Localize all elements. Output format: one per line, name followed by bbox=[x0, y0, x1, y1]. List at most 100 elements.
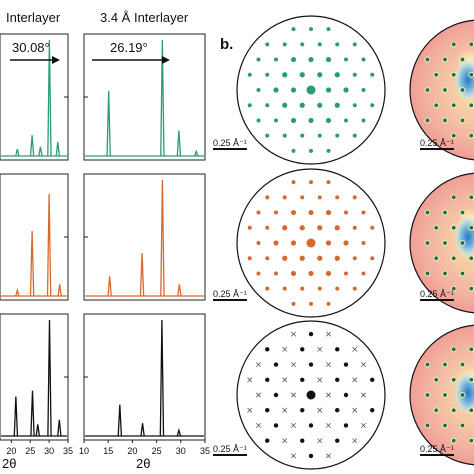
spot bbox=[317, 255, 323, 261]
spot bbox=[352, 286, 357, 291]
heatmap-spot bbox=[442, 270, 448, 277]
spot bbox=[352, 256, 357, 261]
spot bbox=[273, 423, 279, 428]
spot bbox=[256, 118, 261, 123]
spot bbox=[325, 270, 332, 277]
heatmap-spot bbox=[442, 117, 448, 124]
spot bbox=[273, 87, 279, 93]
heatmap-spot bbox=[468, 255, 474, 262]
left-column-header: Interlayer bbox=[6, 10, 61, 25]
spot bbox=[361, 57, 366, 62]
heatmap-spot bbox=[424, 56, 431, 63]
cross-spot bbox=[291, 392, 296, 398]
x-tick-label-4-0: 20 bbox=[6, 446, 16, 456]
spot bbox=[370, 256, 375, 261]
spot bbox=[370, 103, 375, 108]
cross-spot bbox=[326, 392, 331, 398]
heatmap-spot bbox=[424, 240, 431, 246]
spot bbox=[291, 148, 296, 153]
spot bbox=[344, 57, 348, 62]
cross-spot bbox=[291, 453, 296, 459]
center-spot bbox=[306, 85, 316, 95]
cross-spot bbox=[282, 377, 288, 383]
spot bbox=[335, 377, 340, 382]
spot bbox=[326, 148, 331, 153]
cross-spot bbox=[247, 407, 253, 413]
cross-spot bbox=[256, 362, 261, 368]
cross-spot bbox=[291, 331, 296, 337]
x-tick-label-4-1: 25 bbox=[25, 446, 35, 456]
spot bbox=[309, 301, 313, 306]
spot bbox=[308, 331, 314, 337]
frame-edge-ticks bbox=[64, 96, 88, 378]
spot bbox=[335, 133, 340, 138]
peak-3 bbox=[15, 287, 20, 297]
spot bbox=[300, 347, 305, 352]
spectrum-middle-column-row-2 bbox=[85, 179, 204, 297]
scale-bar-label-1-right: 0.25 Å⁻¹ bbox=[420, 138, 454, 148]
heatmap-spot bbox=[424, 422, 431, 429]
peak-3 bbox=[38, 146, 43, 157]
peak-1 bbox=[117, 404, 123, 437]
spot bbox=[282, 72, 288, 78]
cross-spot bbox=[282, 346, 288, 352]
spot bbox=[352, 42, 357, 47]
peak-4 bbox=[15, 148, 20, 157]
spot bbox=[265, 42, 270, 47]
heatmap-spot bbox=[459, 87, 466, 93]
spot bbox=[335, 347, 340, 352]
heatmap-spot bbox=[468, 346, 474, 353]
plot-frames bbox=[0, 33, 206, 441]
peak-1 bbox=[106, 91, 111, 157]
heatmap-spot bbox=[450, 346, 457, 353]
heatmap-spot bbox=[468, 407, 474, 414]
diffraction-pattern-2 bbox=[236, 168, 386, 318]
x-tick-label-5-3: 25 bbox=[152, 446, 162, 456]
spot bbox=[300, 377, 305, 382]
spectrum-left-column-row-3 bbox=[1, 319, 67, 437]
peak-1 bbox=[29, 231, 35, 297]
scale-bar-label-3-right: 0.25 Å⁻¹ bbox=[420, 444, 454, 454]
heatmap-spot bbox=[433, 255, 440, 262]
heatmap-spot bbox=[424, 209, 431, 216]
spot bbox=[265, 438, 270, 443]
spot bbox=[265, 133, 270, 138]
spot bbox=[265, 347, 270, 352]
spot bbox=[343, 87, 349, 93]
heatmap-spot bbox=[442, 240, 448, 246]
x-tick-label-5-5: 35 bbox=[200, 446, 210, 456]
x-tick-label-5-1: 15 bbox=[103, 446, 113, 456]
heatmap-spot bbox=[442, 87, 448, 93]
cross-spot bbox=[282, 438, 288, 444]
heatmap-spot bbox=[468, 224, 474, 231]
heatmap-spot bbox=[459, 56, 466, 63]
spot bbox=[282, 42, 287, 47]
cross-spot bbox=[352, 346, 358, 352]
cross-spot bbox=[326, 331, 331, 337]
middle-column-header: 3.4 Å Interlayer bbox=[100, 10, 189, 25]
spot bbox=[308, 362, 314, 367]
spot bbox=[370, 72, 375, 77]
peak-0 bbox=[159, 319, 165, 437]
spot bbox=[335, 286, 340, 291]
spot bbox=[299, 225, 305, 231]
middle-angle-label: 26.19° bbox=[110, 40, 148, 55]
heatmap-spot bbox=[442, 209, 448, 216]
spot bbox=[247, 225, 252, 230]
cross-spot bbox=[317, 407, 323, 413]
spot bbox=[361, 271, 366, 276]
scale-bar-row-2: 0.25 Å⁻¹ bbox=[213, 289, 247, 301]
heatmap-pattern-2 bbox=[409, 172, 474, 314]
heatmap-spot bbox=[468, 132, 474, 139]
cross-spot bbox=[256, 392, 261, 398]
x-tick-label-5-4: 30 bbox=[176, 446, 186, 456]
spot bbox=[361, 210, 366, 215]
scale-bar-row-2-right: 0.25 Å⁻¹ bbox=[420, 289, 454, 301]
cross-spot bbox=[317, 346, 323, 352]
spot bbox=[352, 72, 357, 77]
spot bbox=[274, 210, 278, 215]
cross-spot bbox=[326, 422, 331, 428]
heatmap-spot bbox=[450, 255, 457, 262]
spot bbox=[308, 270, 314, 277]
spot bbox=[265, 72, 270, 77]
